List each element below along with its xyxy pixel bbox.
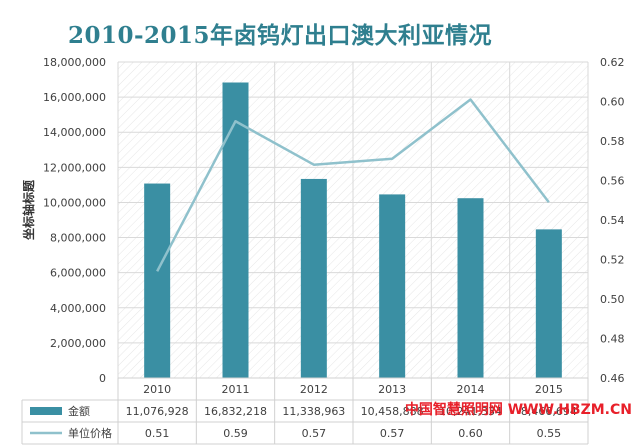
x-tick-label: 2015 — [535, 383, 563, 396]
data-label: 10,241,334 — [439, 405, 502, 418]
y-tick-label: 4,000,000 — [50, 302, 106, 315]
y-tick-label: 18,000,000 — [43, 56, 106, 69]
chart-title: 2010-2015年卤钨灯出口澳大利亚情况 — [67, 22, 493, 49]
bar — [300, 178, 327, 378]
bar — [457, 198, 484, 378]
data-label: 11,076,928 — [126, 405, 189, 418]
y-axis-title: 坐标轴标题 — [21, 179, 36, 240]
legend-label: 金额 — [68, 404, 90, 418]
y-axis-right-ticks: 0.46 0.48 0.50 0.52 0.54 0.56 0.58 0.60 0.62 — [600, 56, 625, 385]
y2-tick-label: 0.54 — [600, 214, 625, 227]
gridlines — [117, 61, 589, 379]
x-tick-label: 2014 — [457, 383, 485, 396]
y2-tick-label: 0.50 — [600, 293, 625, 306]
x-tick-label: 2010 — [143, 383, 171, 396]
data-label: 8,466,694 — [521, 405, 577, 418]
data-label: 0.57 — [380, 427, 405, 440]
y2-tick-label: 0.56 — [600, 175, 625, 188]
bar — [144, 183, 171, 378]
x-tick-label: 2012 — [300, 383, 328, 396]
watermark-text: 中国智慧照明网 WWW.HBZM.CN — [405, 401, 632, 418]
bar — [379, 194, 406, 378]
data-label: 0.60 — [458, 427, 483, 440]
y-tick-label: 2,000,000 — [50, 337, 106, 350]
price-line — [156, 98, 550, 272]
y-tick-label: 16,000,000 — [43, 91, 106, 104]
legend-label: 单位价格 — [68, 426, 112, 440]
y-tick-label: 0 — [99, 372, 106, 385]
y2-tick-label: 0.52 — [600, 254, 625, 267]
bar-series — [144, 82, 562, 378]
x-tick-label: 2013 — [378, 383, 406, 396]
y-axis-left-ticks: 0 2,000,000 4,000,000 6,000,000 8,000,000 10,… — [43, 56, 106, 385]
y-tick-label: 12,000,000 — [43, 161, 106, 174]
legend-swatch-bar — [30, 407, 62, 415]
y-tick-label: 10,000,000 — [43, 196, 106, 209]
x-tick-label: 2011 — [222, 383, 250, 396]
bar — [222, 82, 249, 378]
data-label: 0.51 — [145, 427, 170, 440]
y-tick-label: 6,000,000 — [50, 267, 106, 280]
data-label: 0.59 — [223, 427, 248, 440]
data-label: 16,832,218 — [204, 405, 267, 418]
data-label: 0.55 — [537, 427, 562, 440]
bar — [535, 229, 562, 378]
data-label: 11,338,963 — [282, 405, 345, 418]
data-label: 10,458,888 — [361, 405, 424, 418]
y2-tick-label: 0.46 — [600, 372, 625, 385]
y2-tick-label: 0.60 — [600, 96, 625, 109]
line-series — [156, 98, 550, 272]
data-label: 0.57 — [302, 427, 327, 440]
y2-tick-label: 0.62 — [600, 56, 625, 69]
y-tick-label: 14,000,000 — [43, 126, 106, 139]
y2-tick-label: 0.58 — [600, 135, 625, 148]
y2-tick-label: 0.48 — [600, 333, 625, 346]
y-tick-label: 8,000,000 — [50, 232, 106, 245]
